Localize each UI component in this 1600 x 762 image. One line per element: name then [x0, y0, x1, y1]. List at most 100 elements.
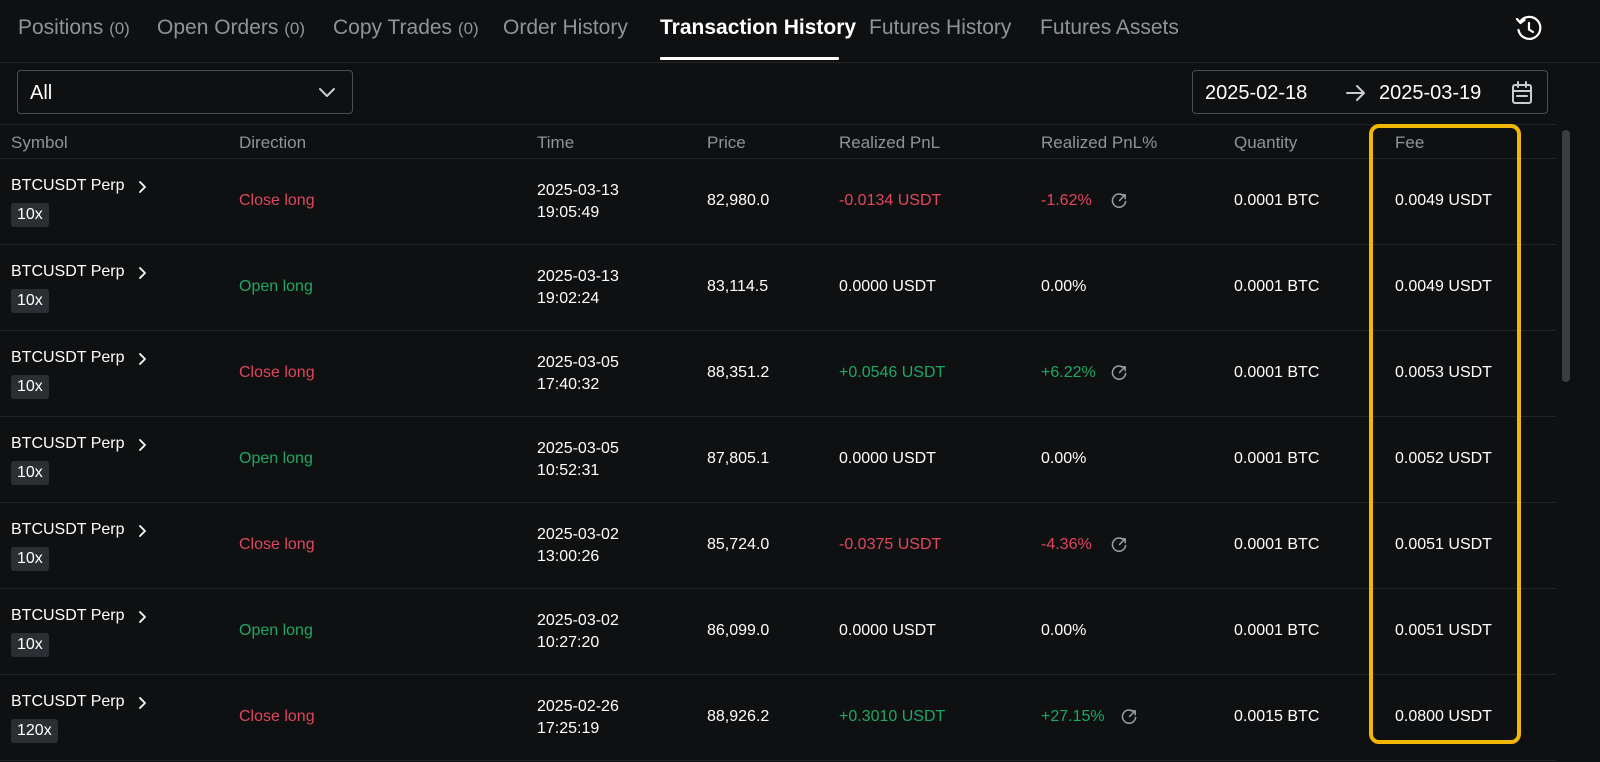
- realized-pnl-value: +0.0546 USDT: [839, 364, 946, 381]
- time-value: 2025-03-05 17:40:32: [537, 352, 619, 396]
- realized-pnl-pct-value: +6.22%: [1041, 364, 1096, 381]
- leverage-badge: 10x: [11, 461, 49, 485]
- chevron-right-icon[interactable]: [138, 267, 147, 279]
- tab-count: (0): [284, 19, 306, 38]
- quantity-value: 0.0001 BTC: [1234, 192, 1320, 209]
- direction-value: Close long: [239, 536, 315, 553]
- fee-value: 0.0051 USDT: [1395, 622, 1492, 639]
- calendar-icon[interactable]: [1511, 81, 1533, 105]
- share-icon[interactable]: [1111, 364, 1128, 381]
- tab-futures-history[interactable]: Futures History: [869, 16, 1011, 40]
- column-header-quantity: Quantity: [1234, 133, 1298, 152]
- price-value: 83,114.5: [707, 278, 769, 295]
- symbol-link[interactable]: BTCUSDT Perp: [11, 693, 125, 710]
- share-icon[interactable]: [1121, 708, 1138, 725]
- tab-futures-assets[interactable]: Futures Assets: [1040, 16, 1179, 40]
- time-date: 2025-03-05: [537, 440, 619, 457]
- price-value: 85,724.0: [707, 536, 770, 553]
- share-icon[interactable]: [1111, 192, 1128, 209]
- time-value: 2025-03-02 13:00:26: [537, 524, 619, 568]
- symbol-link[interactable]: BTCUSDT Perp: [11, 177, 125, 194]
- realized-pnl-pct-value: 0.00%: [1041, 450, 1087, 467]
- chevron-right-icon[interactable]: [138, 697, 147, 709]
- direction-value: Open long: [239, 450, 313, 467]
- symbol-link[interactable]: BTCUSDT Perp: [11, 435, 125, 452]
- realized-pnl-pct-value: 0.00%: [1041, 622, 1087, 639]
- leverage-badge: 10x: [11, 375, 49, 399]
- symbol-link[interactable]: BTCUSDT Perp: [11, 349, 125, 366]
- end-date[interactable]: 2025-03-19: [1379, 82, 1482, 104]
- table-row: BTCUSDT Perp 10x Open long 2025-03-05 10:52:…: [0, 417, 1556, 503]
- realized-pnl-value: 0.0000 USDT: [839, 622, 936, 639]
- price-value: 86,099.0: [707, 622, 770, 639]
- table-row: BTCUSDT Perp 10x Close long 2025-03-13 19:05…: [0, 159, 1556, 245]
- realized-pnl-value: -0.0375 USDT: [839, 536, 942, 553]
- table-row: BTCUSDT Perp 10x Open long 2025-03-13 19:02:…: [0, 245, 1556, 331]
- tab-order-history[interactable]: Order History: [503, 16, 628, 40]
- active-tab-indicator: [660, 57, 839, 60]
- start-date[interactable]: 2025-02-18: [1205, 82, 1308, 104]
- price-value: 88,351.2: [707, 364, 770, 381]
- column-header-realized-pnl: Realized PnL: [839, 133, 941, 152]
- tab-transaction-history[interactable]: Transaction History: [660, 16, 856, 40]
- time-clock: 13:00:26: [537, 548, 600, 565]
- leverage-badge: 10x: [11, 289, 49, 313]
- chevron-right-icon[interactable]: [138, 525, 147, 537]
- quantity-value: 0.0001 BTC: [1234, 278, 1320, 295]
- realized-pnl-pct-value: 0.00%: [1041, 278, 1087, 295]
- tab-label: Order History: [503, 16, 628, 39]
- date-range-picker[interactable]: 2025-02-18 2025-03-19: [1192, 70, 1548, 114]
- time-date: 2025-03-13: [537, 182, 619, 199]
- symbol-link[interactable]: BTCUSDT Perp: [11, 521, 125, 538]
- tab-positions[interactable]: Positions (0): [18, 16, 130, 40]
- realized-pnl-pct-value: -4.36%: [1041, 536, 1092, 553]
- chevron-down-icon: [319, 88, 335, 97]
- fee-value: 0.0052 USDT: [1395, 450, 1492, 467]
- realized-pnl-value: +0.3010 USDT: [839, 708, 946, 725]
- chevron-right-icon[interactable]: [138, 439, 147, 451]
- tab-bar: Positions (0) Open Orders (0) Copy Trade…: [0, 0, 1600, 63]
- direction-value: Close long: [239, 192, 315, 209]
- chevron-right-icon[interactable]: [138, 611, 147, 623]
- leverage-badge: 10x: [11, 203, 49, 227]
- price-value: 88,926.2: [707, 708, 770, 725]
- quantity-value: 0.0015 BTC: [1234, 708, 1320, 725]
- tab-open-orders[interactable]: Open Orders (0): [157, 16, 305, 40]
- tab-count: (0): [109, 19, 130, 38]
- tab-copy-trades[interactable]: Copy Trades (0): [333, 16, 479, 40]
- symbol-link[interactable]: BTCUSDT Perp: [11, 263, 125, 280]
- time-clock: 19:02:24: [537, 290, 600, 307]
- history-clock-icon[interactable]: [1514, 14, 1544, 44]
- chevron-right-icon[interactable]: [138, 353, 147, 365]
- chevron-right-icon[interactable]: [138, 181, 147, 193]
- table-row: BTCUSDT Perp 120x Close long 2025-02-26 17:2…: [0, 675, 1556, 761]
- direction-value: Close long: [239, 708, 315, 725]
- column-header-price: Price: [707, 133, 746, 152]
- table-row: BTCUSDT Perp 10x Close long 2025-03-05 17:40…: [0, 331, 1556, 417]
- tab-label: Copy Trades: [333, 16, 453, 39]
- time-value: 2025-03-13 19:02:24: [537, 266, 619, 310]
- fee-value: 0.0049 USDT: [1395, 192, 1492, 209]
- realized-pnl-value: 0.0000 USDT: [839, 450, 936, 467]
- time-clock: 10:27:20: [537, 634, 600, 651]
- fee-value: 0.0053 USDT: [1395, 364, 1492, 381]
- tab-count: (0): [457, 19, 479, 38]
- quantity-value: 0.0001 BTC: [1234, 622, 1320, 639]
- direction-filter-select[interactable]: All: [17, 70, 353, 114]
- realized-pnl-value: 0.0000 USDT: [839, 278, 936, 295]
- quantity-value: 0.0001 BTC: [1234, 536, 1320, 553]
- tab-label: Futures Assets: [1040, 16, 1179, 39]
- share-icon[interactable]: [1111, 536, 1128, 553]
- time-date: 2025-02-26: [537, 698, 619, 715]
- column-header-fee: Fee: [1395, 133, 1425, 152]
- time-value: 2025-02-26 17:25:19: [537, 696, 619, 740]
- table-row: BTCUSDT Perp 10x Close long 2025-03-02 13:00…: [0, 503, 1556, 589]
- time-date: 2025-03-02: [537, 526, 619, 543]
- fee-column-highlight: [1369, 124, 1521, 744]
- symbol-link[interactable]: BTCUSDT Perp: [11, 607, 125, 624]
- direction-value: Open long: [239, 278, 313, 295]
- scrollbar-thumb[interactable]: [1562, 130, 1570, 382]
- table-row: BTCUSDT Perp 10x Open long 2025-03-02 10:27:…: [0, 589, 1556, 675]
- time-value: 2025-03-13 19:05:49: [537, 180, 619, 224]
- column-header-symbol: Symbol: [11, 133, 68, 152]
